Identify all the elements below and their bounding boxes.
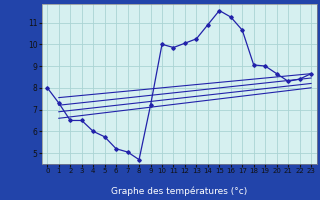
Text: Graphe des températures (°c): Graphe des températures (°c) — [111, 186, 247, 196]
